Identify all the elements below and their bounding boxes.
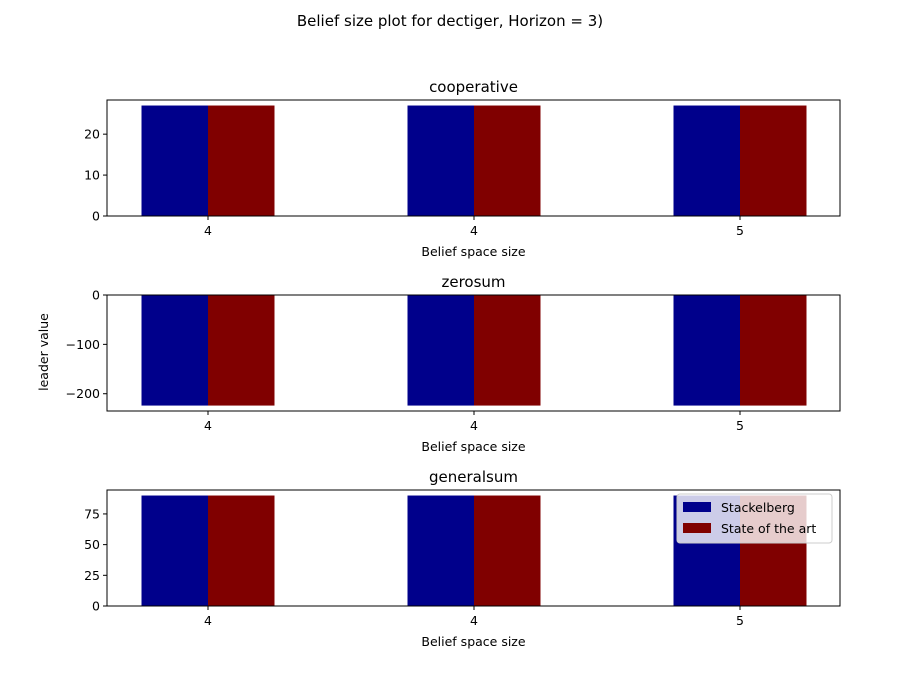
y-tick-label: 25 bbox=[84, 568, 100, 583]
y-tick-label: 20 bbox=[84, 127, 100, 142]
panel-cooperative: cooperative 0 10 20 4 4 5 Belief space size bbox=[84, 78, 841, 259]
bar-cooperative-stackelberg-0 bbox=[141, 105, 208, 216]
x-tick-label: 4 bbox=[470, 223, 478, 238]
bar-cooperative-state-of-the-art-2 bbox=[740, 105, 807, 216]
legend: Stackelberg State of the art bbox=[676, 493, 833, 544]
x-axis-label-generalsum: Belief space size bbox=[421, 634, 525, 649]
bar-zerosum-stackelberg-1 bbox=[407, 295, 474, 406]
x-axis-label-zerosum: Belief space size bbox=[421, 439, 525, 454]
bar-cooperative-state-of-the-art-0 bbox=[208, 105, 275, 216]
bar-generalsum-stackelberg-0 bbox=[141, 495, 208, 606]
bar-zerosum-stackelberg-0 bbox=[141, 295, 208, 406]
panel-title-cooperative: cooperative bbox=[429, 78, 518, 96]
x-tick-label: 4 bbox=[204, 418, 212, 433]
y-tick-label: 0 bbox=[92, 599, 100, 614]
legend-label-state-of-the-art: State of the art bbox=[721, 521, 816, 536]
figure-suptitle: Belief size plot for dectiger, Horizon =… bbox=[297, 12, 603, 30]
panel-generalsum: generalsum 0 25 50 75 4 4 5 Belief space size Sta… bbox=[84, 468, 841, 649]
bar-zerosum-state-of-the-art-2 bbox=[740, 295, 807, 406]
bar-generalsum-stackelberg-1 bbox=[407, 495, 474, 606]
x-tick-label: 4 bbox=[204, 223, 212, 238]
legend-label-stackelberg: Stackelberg bbox=[721, 500, 795, 515]
x-tick-label: 4 bbox=[204, 613, 212, 628]
bar-generalsum-state-of-the-art-0 bbox=[208, 495, 275, 606]
x-tick-label: 5 bbox=[736, 223, 744, 238]
panel-title-zerosum: zerosum bbox=[441, 273, 505, 291]
y-tick-label: 0 bbox=[92, 288, 100, 303]
x-axis-label-cooperative: Belief space size bbox=[421, 244, 525, 259]
y-tick-label: −100 bbox=[66, 337, 100, 352]
y-tick-label: 75 bbox=[84, 506, 100, 521]
bar-cooperative-stackelberg-1 bbox=[407, 105, 474, 216]
x-tick-label: 5 bbox=[736, 613, 744, 628]
legend-swatch-state-of-the-art bbox=[683, 523, 711, 533]
panel-zerosum: zerosum 0 −100 −200 4 4 5 Belief space size bbox=[66, 273, 841, 454]
bar-zerosum-stackelberg-2 bbox=[673, 295, 740, 406]
x-tick-label: 5 bbox=[736, 418, 744, 433]
bar-generalsum-state-of-the-art-1 bbox=[474, 495, 541, 606]
bar-zerosum-state-of-the-art-1 bbox=[474, 295, 541, 406]
y-tick-label: −200 bbox=[66, 386, 100, 401]
y-tick-label: 50 bbox=[84, 537, 100, 552]
y-tick-label: 10 bbox=[84, 168, 100, 183]
bar-zerosum-state-of-the-art-0 bbox=[208, 295, 275, 406]
x-tick-label: 4 bbox=[470, 613, 478, 628]
y-tick-label: 0 bbox=[92, 209, 100, 224]
legend-swatch-stackelberg bbox=[683, 502, 711, 512]
shared-y-axis-label: leader value bbox=[36, 313, 51, 391]
bar-cooperative-stackelberg-2 bbox=[673, 105, 740, 216]
bar-cooperative-state-of-the-art-1 bbox=[474, 105, 541, 216]
x-tick-label: 4 bbox=[470, 418, 478, 433]
panel-title-generalsum: generalsum bbox=[429, 468, 518, 486]
legend-box bbox=[676, 493, 833, 544]
